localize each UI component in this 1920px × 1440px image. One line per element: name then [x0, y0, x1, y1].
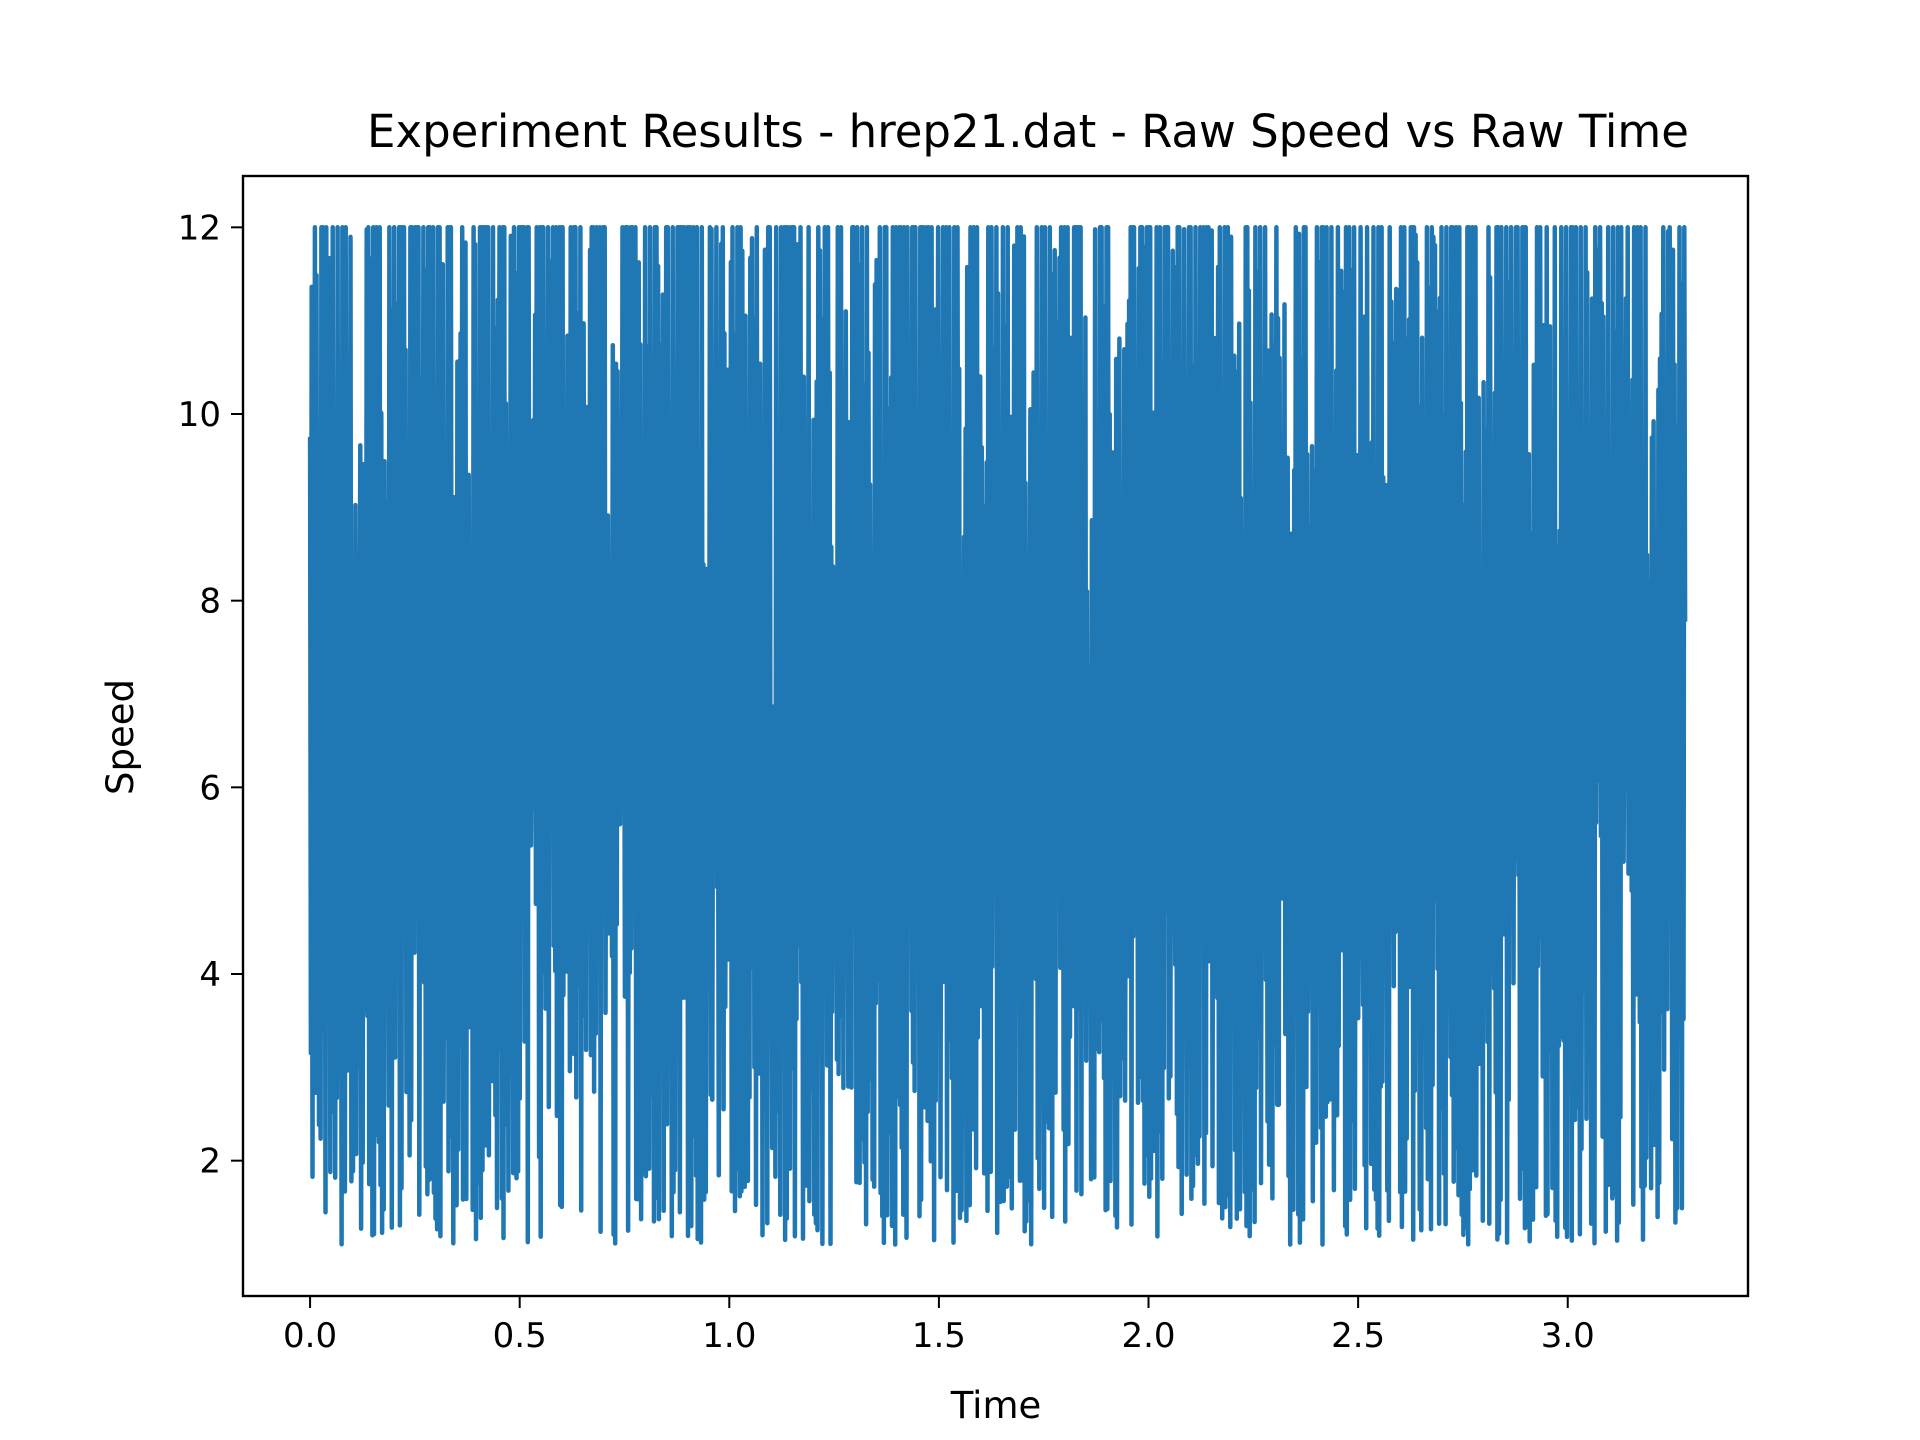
y-tick-label: 12 [178, 208, 221, 248]
y-tick-label: 10 [178, 395, 221, 435]
x-tick-label: 2.5 [1331, 1316, 1385, 1356]
plot-frame [241, 174, 1750, 1298]
y-axis-label: Speed [99, 679, 142, 795]
y-tick-label: 6 [199, 768, 221, 808]
series-line-speed [307, 225, 1688, 1247]
plot-area [307, 225, 1688, 1247]
y-axis: 2 4 6 8 10 12 [178, 208, 243, 1182]
y-tick-label: 8 [199, 582, 221, 622]
chart-title: Experiment Results - hrep21.dat - Raw Sp… [367, 105, 1689, 158]
x-axis: 0.0 0.5 1.0 1.5 2.0 2.5 3.0 [283, 1296, 1595, 1356]
x-tick-label: 1.5 [912, 1316, 966, 1356]
x-tick-label: 0.5 [493, 1316, 547, 1356]
x-tick-label: 3.0 [1541, 1316, 1595, 1356]
x-tick-label: 2.0 [1121, 1316, 1175, 1356]
x-tick-label: 1.0 [702, 1316, 756, 1356]
y-tick-label: 4 [199, 955, 221, 995]
y-tick-label: 2 [199, 1142, 221, 1182]
x-tick-label: 0.0 [283, 1316, 337, 1356]
x-axis-label: Time [950, 1384, 1042, 1427]
